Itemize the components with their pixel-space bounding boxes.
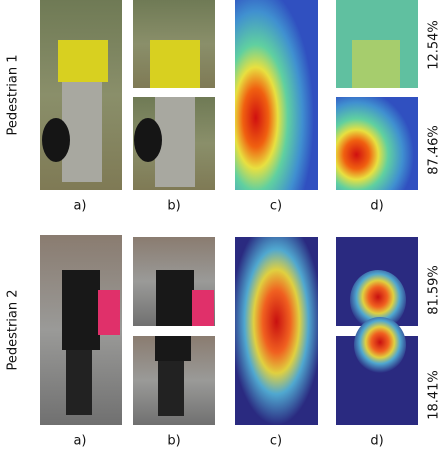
heatmap-d-top — [336, 0, 418, 88]
heatmap-d-bottom — [336, 97, 418, 190]
row-1: Pedestrian 1 12.54% 87.46% a) b) — [6, 0, 442, 214]
panel-label: b) — [167, 434, 180, 449]
panel-label: d) — [370, 199, 383, 214]
photo-b-bottom — [133, 336, 215, 425]
score: 12.54% — [427, 20, 442, 70]
figure: Pedestrian 1 12.54% 87.46% a) b) — [0, 0, 448, 452]
photo-b-top — [133, 237, 215, 326]
panel-label: c) — [270, 199, 282, 214]
panel-label: a) — [73, 199, 86, 214]
panel-label: a) — [73, 434, 86, 449]
photo-b-bottom — [133, 97, 215, 190]
heatmap-d-bottom — [336, 317, 418, 425]
panel-label: b) — [167, 199, 180, 214]
row-label: Pedestrian 1 — [6, 54, 21, 135]
photo-b-top — [133, 0, 215, 88]
panel-label: d) — [370, 434, 383, 449]
row-2: Pedestrian 2 81.59% 18.41% — [6, 235, 442, 449]
row-label: Pedestrian 2 — [6, 289, 21, 370]
photo-a — [40, 0, 122, 190]
photo-a — [40, 235, 122, 425]
page: {"rows": [ {"label": "Pedestrian 1", "pa… — [0, 0, 448, 452]
panel-label: c) — [270, 434, 282, 449]
score: 87.46% — [427, 125, 442, 175]
heatmap-d-top — [336, 237, 418, 330]
score: 18.41% — [427, 370, 442, 420]
heatmap-c — [235, 0, 318, 190]
score: 81.59% — [427, 265, 442, 315]
heatmap-c — [235, 237, 318, 425]
